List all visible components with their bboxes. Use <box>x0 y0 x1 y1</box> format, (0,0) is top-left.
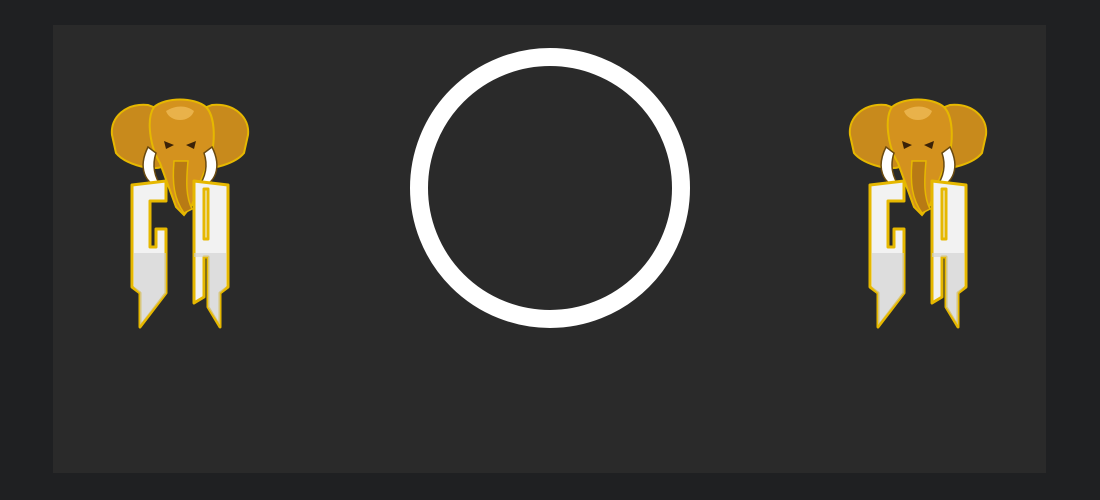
elephant-gh-logo-left <box>104 97 256 333</box>
loading-ring-icon <box>410 48 690 328</box>
elephant-gh-logo-icon <box>848 98 988 329</box>
elephant-gh-logo-icon <box>110 98 250 329</box>
elephant-gh-logo-right <box>842 97 994 333</box>
